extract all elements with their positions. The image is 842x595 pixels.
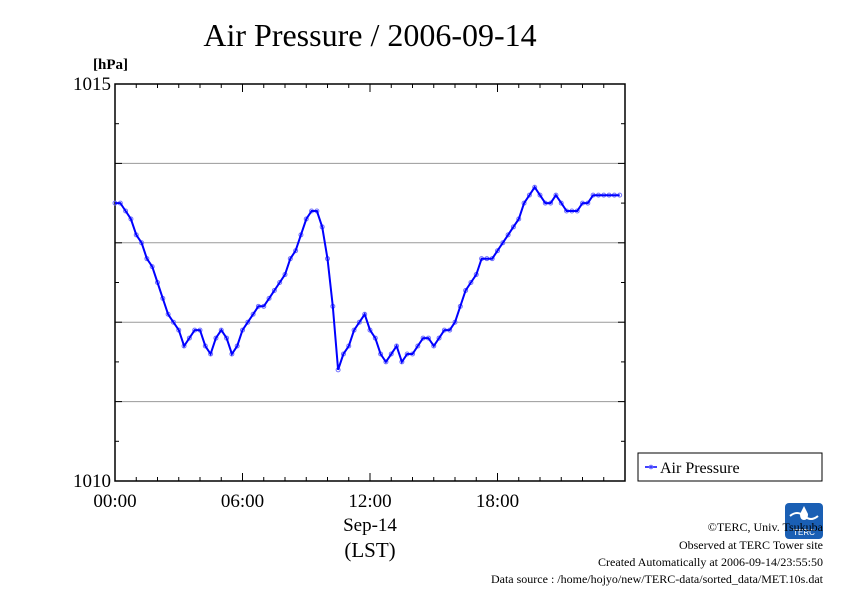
legend: Air Pressure (637, 452, 823, 482)
credit-site: Observed at TERC Tower site (679, 538, 823, 552)
data-point (558, 200, 564, 206)
data-point (356, 319, 362, 325)
data-point (277, 280, 283, 285)
data-point (186, 335, 192, 341)
x-axis-label-date: Sep-14 (343, 515, 397, 536)
series-points (112, 184, 623, 373)
grid-lines (115, 162, 625, 403)
credit-source: Data source : /home/hojyo/new/TERC-data/… (491, 572, 824, 586)
y-axis-label: [hPa] (93, 57, 128, 73)
data-point (218, 327, 224, 333)
data-point (271, 287, 277, 293)
chart-title: Air Pressure / 2006-09-14 (203, 17, 536, 53)
data-point (468, 280, 474, 285)
x-tick-label: 00:00 (93, 491, 136, 512)
x-tick-label: 12:00 (348, 491, 391, 512)
data-point (436, 335, 442, 341)
legend-box (637, 452, 823, 482)
credit-copyright: ©TERC, Univ. Tsukuba (708, 520, 824, 534)
data-point (537, 192, 543, 198)
x-axis-label-unit: (LST) (344, 538, 395, 562)
data-point (266, 295, 272, 301)
x-ticks: 00:00 06:00 12:00 18:00 (93, 84, 626, 512)
data-point (170, 319, 176, 325)
y-ticks: 1015 1010 (73, 74, 625, 492)
legend-label: Air Pressure (660, 460, 740, 477)
data-point (245, 319, 251, 325)
data-point (505, 232, 511, 238)
data-point (123, 208, 129, 214)
data-point (495, 248, 500, 254)
data-point (431, 343, 437, 349)
legend-swatch-marker (648, 464, 654, 470)
data-point (553, 192, 559, 198)
y-tick-label: 1010 (73, 471, 111, 492)
data-point (500, 240, 506, 246)
terc-logo: TERC (785, 503, 823, 539)
data-point (510, 224, 516, 230)
plot-frame (114, 83, 626, 482)
series-line-air-pressure (115, 185, 620, 371)
data-point (532, 184, 538, 190)
logo-text: TERC (793, 528, 815, 537)
x-tick-label: 06:00 (221, 491, 264, 512)
data-point (250, 311, 256, 317)
data-point (415, 343, 421, 349)
credit-created: Created Automatically at 2006-09-14/23:5… (598, 555, 823, 569)
y-tick-label: 1015 (73, 74, 111, 95)
x-tick-label: 18:00 (476, 491, 519, 512)
data-point (388, 351, 394, 357)
data-point (526, 192, 532, 198)
data-point (383, 359, 389, 365)
